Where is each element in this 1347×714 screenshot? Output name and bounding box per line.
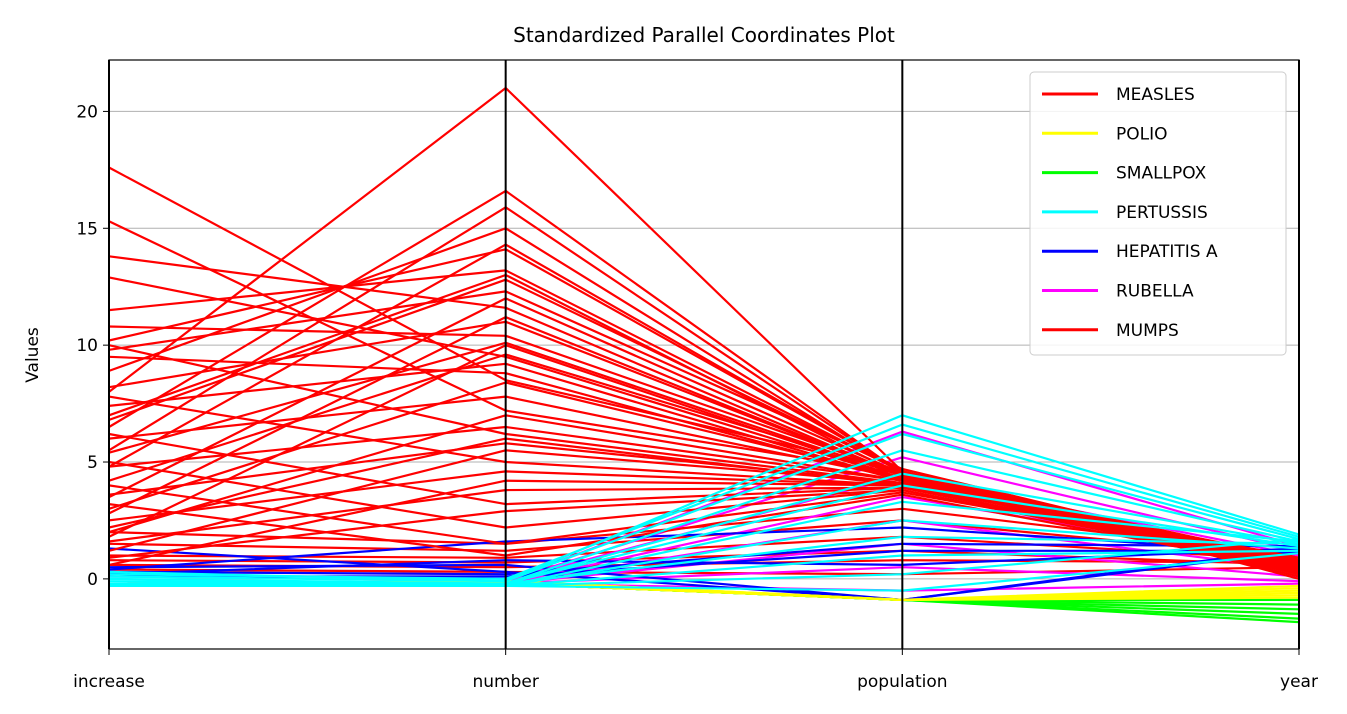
x-ticks: increase number population year [73,649,1318,692]
series-line [108,547,1300,602]
series-lines [108,86,1300,624]
legend-entry: HEPATITIS A [1116,242,1218,262]
series-line [108,472,1300,585]
y-tick-label: 15 [76,219,98,239]
series-line [108,493,1300,571]
legend-entry: RUBELLA [1116,282,1194,302]
series-line [108,549,1300,566]
y-ticks: 0 5 10 15 20 [76,102,109,590]
series-line [109,535,1300,585]
legend-entry: SMALLPOX [1116,164,1207,184]
series-line [108,535,1300,562]
x-tick-label: population [857,672,947,692]
series-line [108,437,1300,562]
series-line [108,432,1300,566]
y-tick-label: 10 [76,336,98,356]
y-axis-label: Values [23,327,43,383]
legend-entry: MEASLES [1116,85,1195,105]
legend-entry: MUMPS [1116,321,1179,341]
series-line [108,460,1300,569]
x-tick-label: year [1280,672,1318,692]
series-line [108,582,1300,602]
series-line [108,86,1300,566]
y-tick-label: 20 [76,102,98,122]
series-line [108,362,1300,569]
legend-entry: POLIO [1116,124,1168,144]
series-line [108,542,1300,576]
series-line [108,316,1300,566]
legend-entry: PERTUSSIS [1116,203,1208,223]
x-tick-label: number [472,672,538,692]
series-line [108,549,1300,602]
series-line [108,423,1300,581]
legend-box [1029,71,1287,356]
y-tick-label: 0 [87,570,98,590]
series-line [108,432,1300,583]
series-line [108,566,1300,576]
series-line [109,552,1300,592]
y-tick-label: 5 [87,453,98,473]
legend: MEASLES POLIO SMALLPOX PERTUSSIS HEPATITIS A… [1029,71,1287,356]
series-line [108,449,1300,585]
series-line [108,243,1300,564]
chart-title: Standardized Parallel Coordinates Plot [513,23,895,47]
plot-frame [108,59,1300,650]
x-tick-label: increase [73,672,145,692]
